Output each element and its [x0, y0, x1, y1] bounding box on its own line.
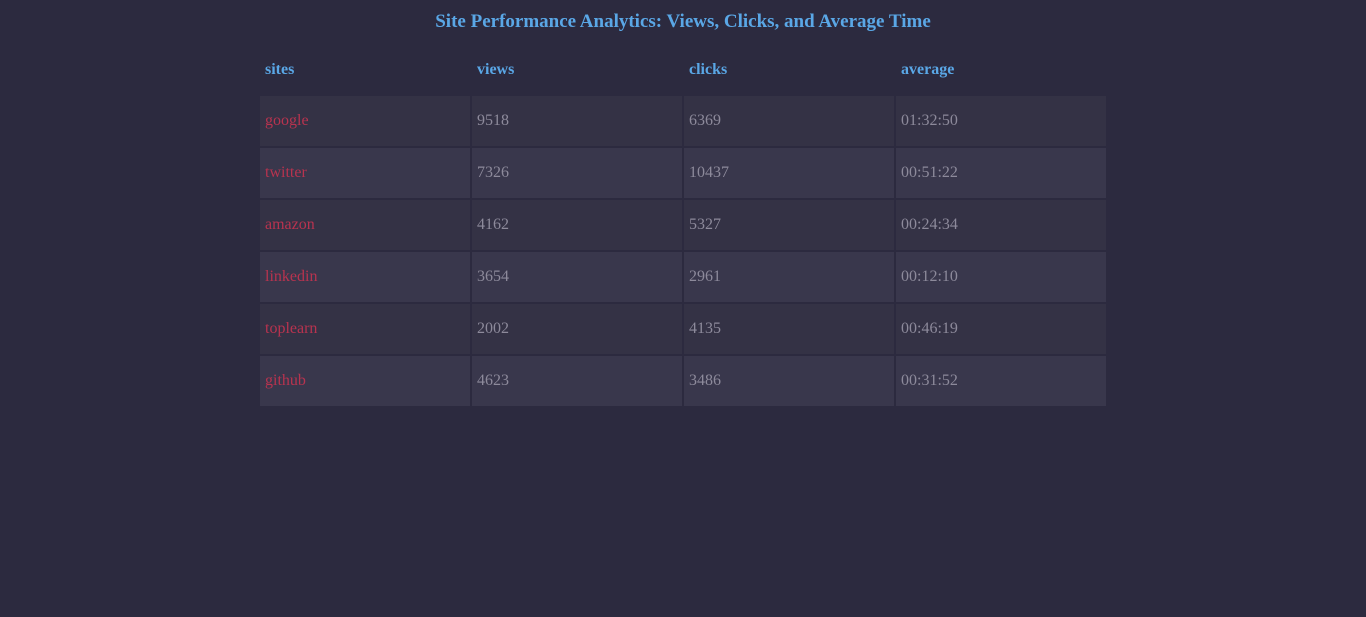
average-cell: 01:32:50	[896, 96, 1106, 146]
table-row: google 9518 6369 01:32:50	[260, 96, 1106, 146]
views-cell: 9518	[472, 96, 682, 146]
views-cell: 3654	[472, 252, 682, 302]
site-cell: google	[260, 96, 470, 146]
clicks-cell: 5327	[684, 200, 894, 250]
site-cell: toplearn	[260, 304, 470, 354]
site-cell: twitter	[260, 148, 470, 198]
clicks-cell: 10437	[684, 148, 894, 198]
clicks-cell: 2961	[684, 252, 894, 302]
column-header-sites[interactable]: sites	[265, 61, 295, 78]
site-cell: amazon	[260, 200, 470, 250]
average-cell: 00:24:34	[896, 200, 1106, 250]
analytics-table: sites views clicks average google 9518 6…	[258, 44, 1108, 408]
table-row: github 4623 3486 00:31:52	[260, 356, 1106, 406]
column-header-clicks[interactable]: clicks	[689, 61, 728, 78]
header-row: sites views clicks average	[260, 46, 1106, 94]
site-cell: linkedin	[260, 252, 470, 302]
average-cell: 00:51:22	[896, 148, 1106, 198]
table-row: amazon 4162 5327 00:24:34	[260, 200, 1106, 250]
page-title: Site Performance Analytics: Views, Click…	[435, 11, 931, 32]
table-body: google 9518 6369 01:32:50 twitter 7326 1…	[260, 96, 1106, 406]
clicks-cell: 4135	[684, 304, 894, 354]
table-row: linkedin 3654 2961 00:12:10	[260, 252, 1106, 302]
clicks-cell: 3486	[684, 356, 894, 406]
views-cell: 4623	[472, 356, 682, 406]
views-cell: 7326	[472, 148, 682, 198]
table-row: twitter 7326 10437 00:51:22	[260, 148, 1106, 198]
views-cell: 4162	[472, 200, 682, 250]
column-header-average[interactable]: average	[901, 61, 955, 78]
table-row: toplearn 2002 4135 00:46:19	[260, 304, 1106, 354]
average-cell: 00:46:19	[896, 304, 1106, 354]
views-cell: 2002	[472, 304, 682, 354]
average-cell: 00:31:52	[896, 356, 1106, 406]
table-header: sites views clicks average	[260, 46, 1106, 94]
site-cell: github	[260, 356, 470, 406]
clicks-cell: 6369	[684, 96, 894, 146]
average-cell: 00:12:10	[896, 252, 1106, 302]
column-header-views[interactable]: views	[477, 61, 515, 78]
